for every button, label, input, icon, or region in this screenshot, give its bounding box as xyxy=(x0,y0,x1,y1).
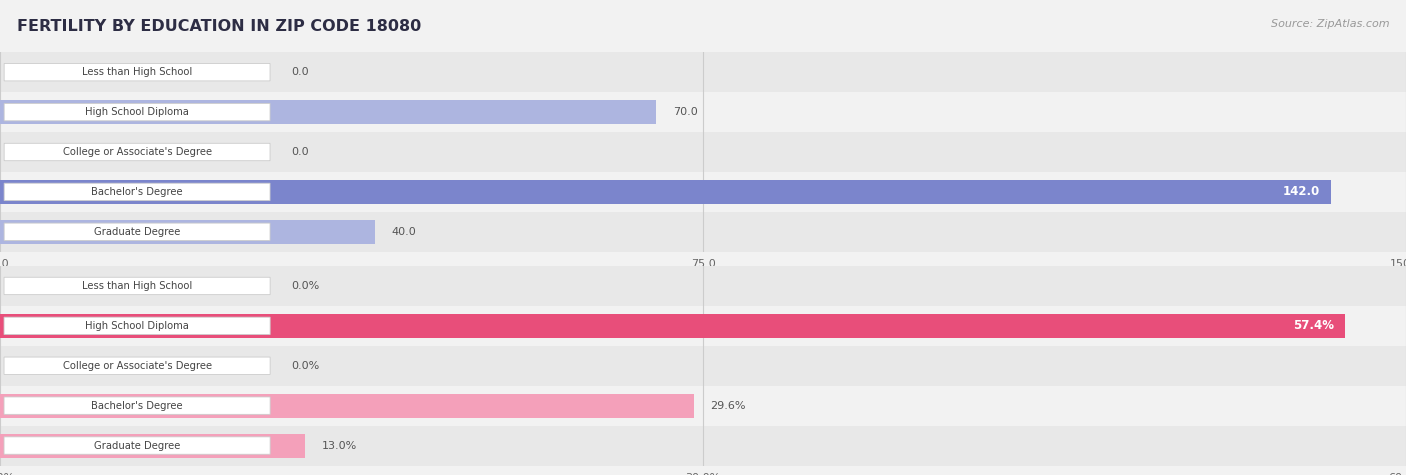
FancyBboxPatch shape xyxy=(4,183,270,200)
Bar xyxy=(0,100,657,124)
Bar xyxy=(0,180,1331,204)
FancyBboxPatch shape xyxy=(4,104,270,121)
Text: FERTILITY BY EDUCATION IN ZIP CODE 18080: FERTILITY BY EDUCATION IN ZIP CODE 18080 xyxy=(17,19,422,34)
Text: Graduate Degree: Graduate Degree xyxy=(94,227,180,237)
Text: 70.0: 70.0 xyxy=(673,107,697,117)
Text: 0.0%: 0.0% xyxy=(291,281,319,291)
Bar xyxy=(0,132,1406,172)
Bar xyxy=(0,346,1406,386)
Bar xyxy=(0,92,1406,132)
Bar xyxy=(0,394,693,418)
Text: Bachelor's Degree: Bachelor's Degree xyxy=(91,187,183,197)
Text: College or Associate's Degree: College or Associate's Degree xyxy=(62,361,212,371)
Text: High School Diploma: High School Diploma xyxy=(86,321,188,331)
Text: Bachelor's Degree: Bachelor's Degree xyxy=(91,400,183,411)
Text: 57.4%: 57.4% xyxy=(1294,319,1334,332)
Bar xyxy=(0,52,1406,92)
FancyBboxPatch shape xyxy=(4,397,270,414)
Bar xyxy=(0,212,1406,252)
Bar xyxy=(0,172,1406,212)
Bar xyxy=(0,314,1346,338)
Bar xyxy=(0,386,1406,426)
Text: 0.0%: 0.0% xyxy=(291,361,319,371)
Text: College or Associate's Degree: College or Associate's Degree xyxy=(62,147,212,157)
Bar xyxy=(0,266,1406,306)
Text: 0.0: 0.0 xyxy=(291,147,309,157)
Text: 0.0: 0.0 xyxy=(291,67,309,77)
Text: Less than High School: Less than High School xyxy=(82,67,193,77)
FancyBboxPatch shape xyxy=(4,277,270,294)
Text: 29.6%: 29.6% xyxy=(710,400,747,411)
FancyBboxPatch shape xyxy=(4,317,270,334)
FancyBboxPatch shape xyxy=(4,437,270,454)
Bar xyxy=(0,220,375,244)
Text: Graduate Degree: Graduate Degree xyxy=(94,440,180,451)
Text: 13.0%: 13.0% xyxy=(322,440,357,451)
Bar xyxy=(0,426,1406,466)
Text: High School Diploma: High School Diploma xyxy=(86,107,188,117)
Text: Source: ZipAtlas.com: Source: ZipAtlas.com xyxy=(1271,19,1389,29)
Text: Less than High School: Less than High School xyxy=(82,281,193,291)
FancyBboxPatch shape xyxy=(4,223,270,240)
FancyBboxPatch shape xyxy=(4,357,270,374)
Bar xyxy=(0,434,305,457)
Text: 40.0: 40.0 xyxy=(392,227,416,237)
FancyBboxPatch shape xyxy=(4,143,270,161)
Bar xyxy=(0,306,1406,346)
FancyBboxPatch shape xyxy=(4,64,270,81)
Text: 142.0: 142.0 xyxy=(1282,185,1320,199)
